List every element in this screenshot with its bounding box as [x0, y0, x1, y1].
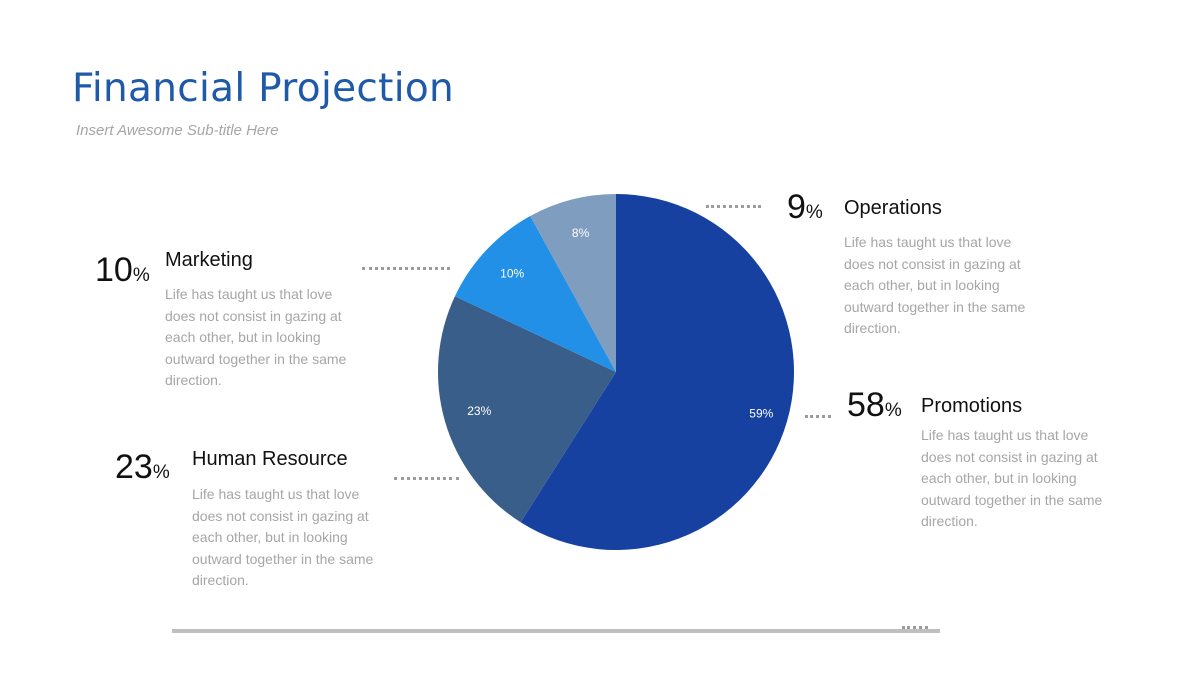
human-resource-description: Life has taught us that love does not co…	[192, 486, 374, 588]
promotions-title: Promotions	[921, 395, 1023, 417]
page-title: Financial Projection	[72, 66, 455, 111]
page-subtitle: Insert Awesome Sub-title Here	[76, 122, 279, 139]
pie-slice-promotions	[520, 194, 794, 550]
human-resource-percent: 23%	[115, 448, 170, 486]
human-resource-title: Human Resource	[192, 448, 348, 470]
pie-slice-operations	[530, 194, 616, 372]
pie-label-promotions: 59%	[749, 406, 773, 420]
operations-connector	[706, 205, 761, 208]
operations-percent: 9%	[787, 188, 823, 226]
marketing-description: Life has taught us that love does not co…	[165, 286, 347, 388]
promotions-percent: 58%	[847, 386, 902, 424]
marketing-connector	[362, 267, 450, 270]
marketing-percent: 10%	[95, 251, 150, 289]
promotions-description: Life has taught us that love does not co…	[921, 427, 1103, 529]
pie-slice-human-resource	[437, 296, 616, 523]
human-resource-connector	[394, 477, 459, 480]
footer-dots	[902, 626, 928, 629]
operations-title: Operations	[844, 197, 942, 219]
operations-description: Life has taught us that love does not co…	[844, 234, 1026, 336]
footer-divider	[172, 629, 940, 633]
marketing-title: Marketing	[165, 249, 253, 271]
pie-slice-marketing	[454, 216, 616, 372]
pie-label-marketing: 10%	[500, 267, 524, 281]
promotions-connector	[805, 415, 831, 418]
pie-label-human-resource: 23%	[467, 404, 491, 418]
pie-label-operations: 8%	[572, 226, 590, 240]
